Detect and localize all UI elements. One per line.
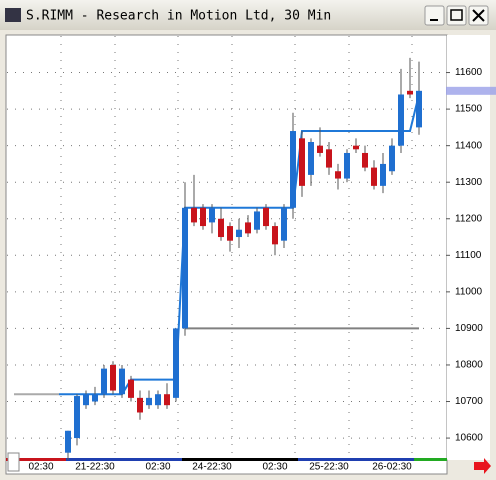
- x-tick-label: 21-22:30: [75, 462, 115, 473]
- candle-body: [344, 152, 350, 179]
- axis-band: [66, 458, 182, 461]
- axis-band: [298, 458, 414, 461]
- y-tick-label: 11300: [455, 177, 483, 188]
- candle-body: [272, 226, 278, 245]
- candle-body: [92, 394, 98, 402]
- axis-band: [414, 458, 447, 461]
- candle-body: [110, 364, 116, 391]
- candle-body: [335, 171, 341, 179]
- candle-body: [209, 207, 215, 223]
- candle-body: [299, 138, 305, 186]
- candle-body: [164, 394, 170, 406]
- plot-area: [5, 34, 448, 461]
- window-buttons[interactable]: [424, 5, 489, 26]
- candle-body: [65, 430, 71, 453]
- y-tick-label: 11400: [455, 140, 483, 151]
- candle-body: [173, 328, 179, 398]
- candle-body: [155, 394, 161, 406]
- candle-body: [326, 149, 332, 168]
- candle-body: [290, 131, 296, 208]
- y-tick-label: 10800: [455, 360, 483, 371]
- candle-body: [137, 397, 143, 413]
- y-tick-label: 11600: [455, 67, 483, 78]
- candle-body: [398, 94, 404, 146]
- x-tick-label: 26-02:30: [372, 462, 412, 473]
- candle-body: [119, 368, 125, 395]
- candle-body: [227, 226, 233, 241]
- y-axis-area: [447, 35, 490, 460]
- candle-body: [317, 145, 323, 153]
- candle-body: [362, 152, 368, 168]
- candle-body: [218, 218, 224, 238]
- candle-body: [182, 207, 188, 329]
- candle-body: [128, 379, 134, 398]
- title-bar: [0, 0, 496, 30]
- y-tick-label: 10600: [455, 433, 483, 444]
- candle-body: [83, 394, 89, 406]
- candle-body: [236, 229, 242, 238]
- line: [59, 94, 420, 396]
- candle-body: [371, 167, 377, 186]
- candle-body: [254, 211, 260, 230]
- candle-body: [389, 145, 395, 172]
- x-tick-label: 02:30: [145, 462, 170, 473]
- candle-body: [146, 397, 152, 406]
- x-tick-label: 25-22:30: [309, 462, 349, 473]
- y-tick-label: 11500: [455, 104, 483, 115]
- y-tick-label: 10700: [455, 396, 483, 407]
- x-tick-label: 24-22:30: [192, 462, 232, 473]
- scroll-box[interactable]: [7, 452, 20, 472]
- candle-body: [245, 222, 251, 234]
- candle-body: [101, 368, 107, 395]
- candle-body: [407, 90, 413, 95]
- app-icon: [5, 8, 21, 22]
- candle-body: [308, 142, 314, 175]
- y-tick-label: 11200: [455, 213, 483, 224]
- window-title: S.RIMM - Research in Motion Ltd, 30 Min: [26, 9, 331, 24]
- y-tick-label: 11000: [455, 287, 483, 298]
- scroll-arrow[interactable]: [474, 458, 491, 474]
- candle-body: [200, 207, 206, 227]
- candle-body: [416, 90, 422, 128]
- x-tick-label: 02:30: [28, 462, 53, 473]
- y-tick-label: 10900: [455, 323, 483, 334]
- candle-body: [263, 207, 269, 227]
- axis-band: [6, 458, 66, 461]
- x-tick-label: 02:30: [262, 462, 287, 473]
- candle-body: [281, 207, 287, 241]
- candle-body: [380, 163, 386, 186]
- axis-band: [182, 458, 298, 461]
- last-price-marker: [446, 86, 496, 95]
- candle-body: [191, 207, 197, 223]
- y-tick-label: 11100: [455, 250, 482, 261]
- candle-body: [353, 145, 359, 150]
- candle-body: [74, 396, 80, 439]
